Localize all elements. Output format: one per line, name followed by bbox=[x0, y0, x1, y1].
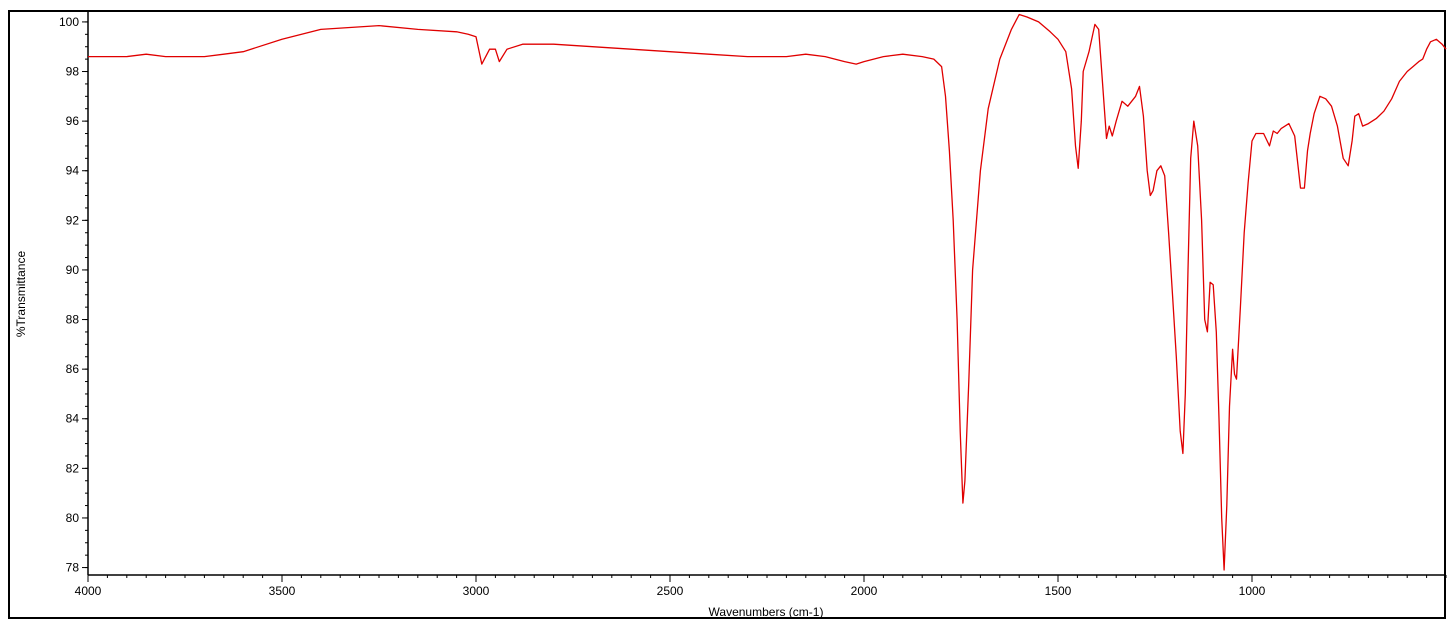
axes bbox=[87, 12, 1446, 576]
x-tick-label: 3500 bbox=[269, 584, 296, 598]
y-tick-label: 100 bbox=[59, 15, 79, 29]
y-tick-label: 92 bbox=[66, 213, 80, 227]
x-axis-title: Wavenumbers (cm-1) bbox=[709, 605, 824, 619]
y-tick-label: 96 bbox=[66, 114, 80, 128]
chart-frame bbox=[8, 10, 1446, 619]
x-tick-label: 1000 bbox=[1239, 584, 1266, 598]
y-tick-label: 84 bbox=[66, 412, 80, 426]
tick-marks bbox=[82, 21, 1447, 582]
y-tick-label: 78 bbox=[66, 561, 80, 575]
y-tick-label: 98 bbox=[66, 65, 80, 79]
y-tick-label: 88 bbox=[66, 313, 80, 327]
series-layer bbox=[88, 13, 1447, 571]
y-axis-title: %Transmittance bbox=[14, 251, 28, 338]
x-tick-label: 2000 bbox=[851, 584, 878, 598]
x-tick-label: 3000 bbox=[463, 584, 490, 598]
y-tick-label: 86 bbox=[66, 362, 80, 376]
x-tick-label: 1500 bbox=[1045, 584, 1072, 598]
x-tick-label: 4000 bbox=[75, 584, 102, 598]
y-tick-label: 80 bbox=[66, 511, 80, 525]
y-tick-label: 94 bbox=[66, 164, 80, 178]
x-tick-label: 2500 bbox=[657, 584, 684, 598]
tick-labels: 78 80 82 84 86 88 90 92 94 96 98 100 4000 3500 3000 250… bbox=[59, 15, 1266, 598]
transmittance-series-line bbox=[88, 13, 1447, 571]
y-tick-label: 82 bbox=[66, 461, 80, 475]
y-tick-label: 90 bbox=[66, 263, 80, 277]
